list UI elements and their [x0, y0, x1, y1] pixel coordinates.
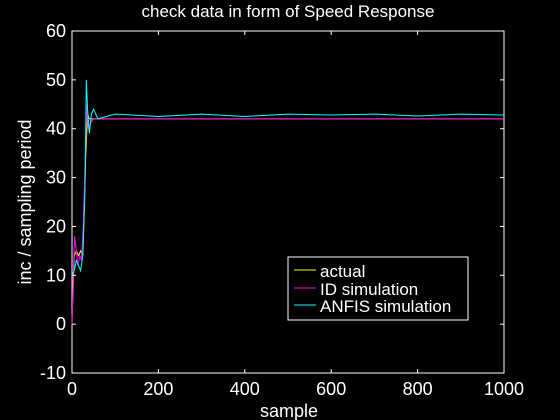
x-tick-label: 1000 [484, 379, 524, 399]
chart-title: check data in form of Speed Response [142, 2, 435, 21]
series-line-anfis-simulation [71, 79, 505, 276]
y-tick-label: 40 [46, 119, 66, 139]
x-tick-label: 200 [143, 379, 173, 399]
y-tick-label: 0 [56, 314, 66, 334]
legend-label-anfis-simulation: ANFIS simulation [320, 297, 451, 316]
y-axis-label: inc / sampling period [15, 119, 35, 284]
x-tick-label: 400 [230, 379, 260, 399]
y-tick-label: 50 [46, 70, 66, 90]
series-line-id-simulation [71, 104, 504, 325]
x-axis-label: sample [260, 401, 318, 420]
x-tick-label: 0 [67, 379, 77, 399]
legend-label-actual: actual [320, 262, 365, 281]
x-tick-label: 800 [403, 379, 433, 399]
y-tick-label: 20 [46, 216, 66, 236]
legend: actual ID simulation ANFIS simulation [287, 256, 469, 321]
y-tick-label: 10 [46, 265, 66, 285]
legend-label-id-simulation: ID simulation [320, 280, 418, 299]
x-tick-label: 600 [316, 379, 346, 399]
y-tick-label: -10 [40, 363, 66, 383]
legend-box [287, 256, 469, 321]
axes-frame [71, 30, 505, 374]
y-tick-label: 60 [46, 21, 66, 41]
y-tick-label: 30 [46, 168, 66, 188]
series-group [71, 79, 505, 325]
